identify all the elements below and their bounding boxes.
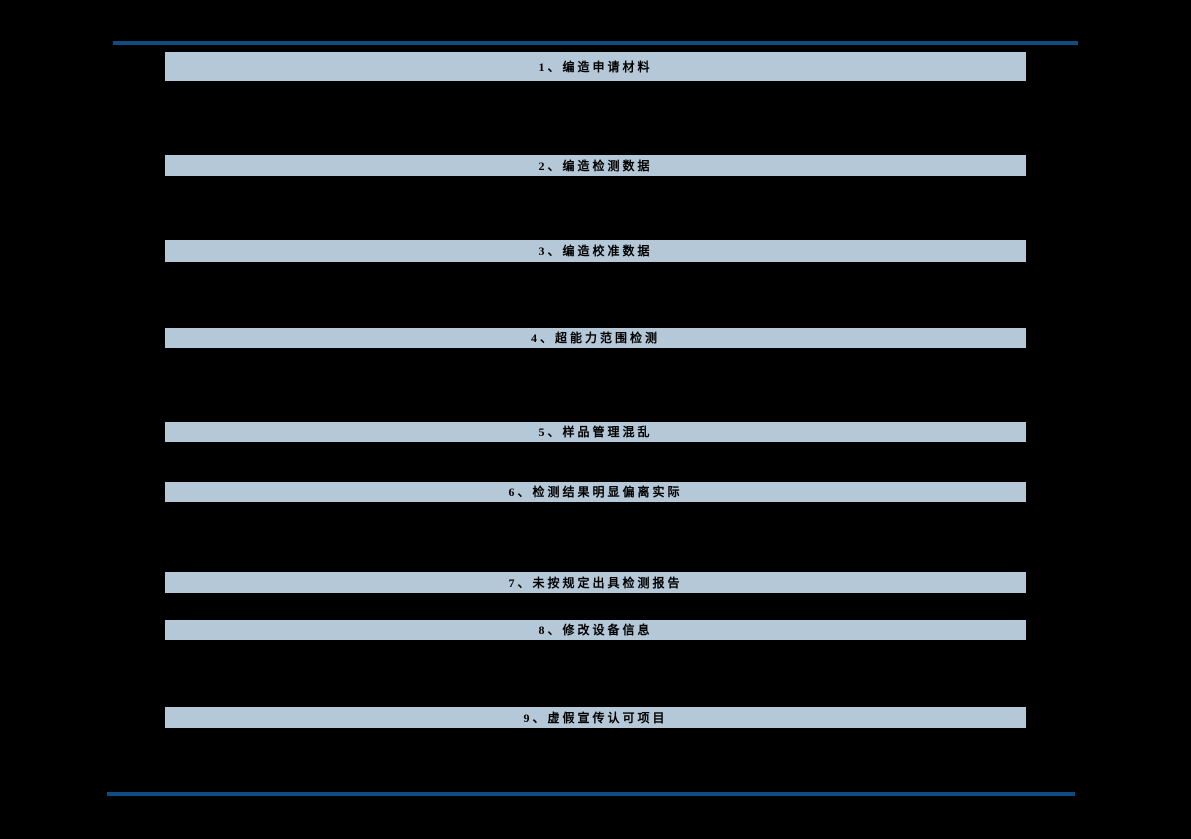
section-header-bar: 8、修改设备信息: [165, 620, 1026, 640]
section-header-label: 2、编造检测数据: [538, 158, 653, 173]
section-header-bar: 3、编造校准数据: [165, 240, 1026, 262]
section-header-label: 6、检测结果明显偏离实际: [508, 485, 683, 499]
section-header-label: 7、未按规定出具检测报告: [508, 575, 683, 590]
section-header-bar: 9、虚假宣传认可项目: [165, 707, 1026, 728]
section-header-label: 3、编造校准数据: [538, 244, 653, 258]
section-header-label: 5、样品管理混乱: [538, 425, 653, 439]
top-horizontal-rule: [113, 41, 1078, 45]
section-header-bar: 7、未按规定出具检测报告: [165, 572, 1026, 593]
bottom-horizontal-rule: [107, 792, 1075, 796]
section-header-label: 8、修改设备信息: [538, 623, 653, 637]
section-header-bar: 6、检测结果明显偏离实际: [165, 482, 1026, 502]
section-header-label: 4、超能力范围检测: [530, 331, 660, 345]
section-header-bar: 4、超能力范围检测: [165, 328, 1026, 348]
section-header-label: 1、编造申请材料: [538, 59, 653, 74]
section-header-label: 9、虚假宣传认可项目: [523, 710, 668, 725]
section-header-bar: 2、编造检测数据: [165, 155, 1026, 176]
section-header-bar: 1、编造申请材料: [165, 52, 1026, 81]
section-header-bar: 5、样品管理混乱: [165, 422, 1026, 442]
